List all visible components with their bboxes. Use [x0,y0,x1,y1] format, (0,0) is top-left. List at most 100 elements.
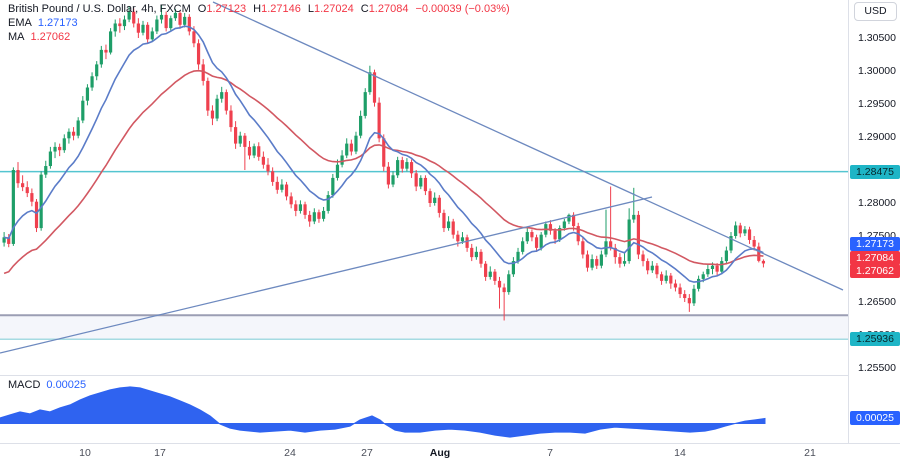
candle-body [7,237,11,244]
candle [331,173,335,198]
candle [409,159,414,178]
trendline-ascending[interactable] [0,196,653,354]
pane-divider[interactable] [0,375,900,376]
candle [53,142,57,159]
candle-body [488,271,492,277]
low-value: 1.27024 [313,3,354,15]
candle [303,201,307,219]
candle-body [386,166,390,185]
price-axis[interactable]: USD 1.305001.300001.295001.290001.285001… [848,0,900,443]
ema-line[interactable] [3,25,764,283]
candle-body [11,170,15,244]
macd-legend[interactable]: MACD 0.00025 [8,379,86,391]
candle [238,131,242,147]
ema-value: 1.27173 [37,17,78,29]
candle-body [280,184,284,190]
candle [224,89,228,115]
time-axis[interactable]: 10 17 24 27 Aug 7 14 21 [0,443,900,463]
candle-body [294,204,298,211]
candle [497,276,502,309]
candle-body [539,234,543,248]
support-zone[interactable] [0,315,848,340]
candle-body [636,214,641,255]
candle-body [155,19,159,32]
candle [599,250,603,269]
candle-body [95,64,99,77]
candle-body [405,162,409,169]
price-tick-label: 1.25500 [858,362,896,374]
candle-body [192,31,196,44]
candle-body [363,92,367,116]
candle-body [502,287,506,293]
candle [11,167,15,246]
candle [294,200,298,217]
candle [136,18,140,38]
trendline-descending[interactable] [212,1,844,291]
candle-body [446,221,451,229]
candle-body [664,275,668,281]
candle [687,294,691,312]
candle-body [558,228,562,240]
candle [284,181,289,201]
macd-area[interactable] [0,386,766,438]
candle [386,162,390,189]
candle [340,150,344,168]
candle-body [609,241,613,248]
candle [39,171,43,231]
candle [377,97,381,143]
candle [169,15,173,31]
candle-body [581,241,585,255]
time-tick-label: 27 [361,447,373,459]
candle [234,121,238,149]
candle-body [599,254,603,266]
candle-body [525,232,529,242]
candle-body [206,80,210,111]
price-chart-canvas[interactable] [0,0,848,443]
candle-body [48,151,52,167]
candle-body [229,110,233,128]
symbol-title[interactable]: British Pound / U.S. Dollar, 4h, FXCM [8,3,191,15]
candle-body [25,187,29,194]
candle [21,175,25,192]
candle [484,261,488,281]
ma-line[interactable] [3,69,764,275]
candle-body [738,225,742,234]
candle-body [761,260,766,264]
candle-body [493,271,497,281]
candle [141,20,145,36]
price-tick-label: 1.29000 [858,131,896,143]
candle [534,234,539,252]
candle [521,237,525,255]
candle [423,175,428,196]
ema-legend-row[interactable]: EMA 1.27173 [8,16,510,30]
candle-body [39,174,43,229]
candle [7,234,11,248]
candle-body [423,177,428,192]
candle-body [308,214,312,222]
candle [261,151,265,169]
candle [90,72,94,91]
time-tick-label: 10 [79,447,91,459]
candle [683,290,687,302]
candle-body [757,246,761,261]
candle-body [618,257,622,264]
candle [664,270,668,284]
candle-body [706,269,710,275]
candle [470,243,474,262]
candle [585,250,590,272]
candle-body [697,278,701,289]
candle-body [247,146,252,156]
candle [108,28,113,55]
candle [548,220,553,235]
candle-body [141,24,145,33]
candle [118,18,122,33]
ma-legend-row[interactable]: MA 1.27062 [8,30,510,44]
candle [618,253,622,268]
candle-body [710,265,715,269]
candle-body [224,92,228,111]
candle [67,128,71,144]
candle-body [659,274,664,281]
candle [354,131,358,155]
candle [729,232,733,254]
currency-label[interactable]: USD [854,2,897,21]
